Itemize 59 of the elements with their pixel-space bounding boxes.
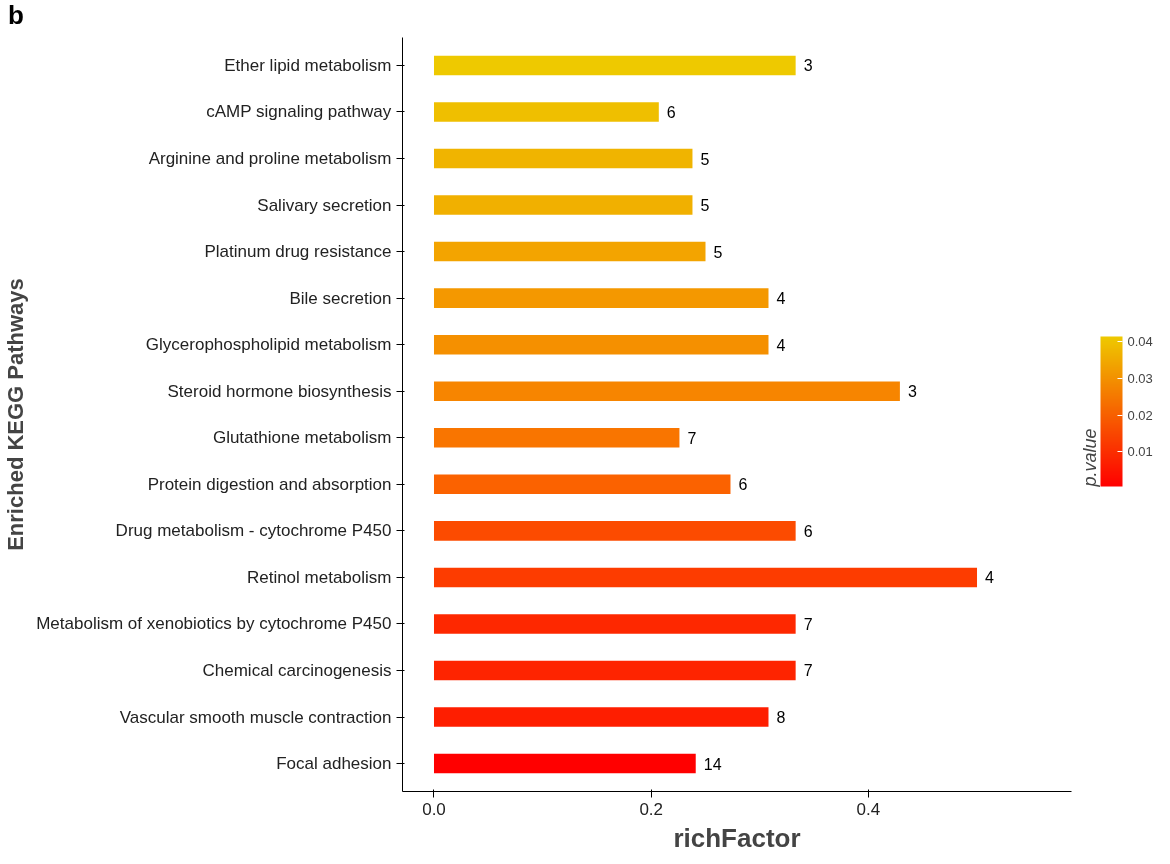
bar bbox=[434, 334, 769, 355]
annotation: 4 bbox=[776, 290, 786, 308]
color-bar-title: p.value bbox=[1079, 428, 1100, 488]
annotation: 6 bbox=[738, 476, 748, 494]
bar bbox=[434, 521, 796, 541]
bar bbox=[434, 753, 696, 774]
bar bbox=[434, 660, 796, 681]
bar bbox=[434, 148, 693, 169]
y-tick-label: Steroid hormone biosynthesis bbox=[167, 381, 392, 401]
bar bbox=[434, 241, 706, 262]
color-bar-label: 0.04 bbox=[1127, 334, 1153, 350]
x-tick-label: 0.2 bbox=[639, 799, 664, 819]
annotation: 5 bbox=[700, 197, 710, 215]
y-tick-label: Drug metabolism - cytochrome P450 bbox=[115, 521, 392, 541]
annotation: 14 bbox=[703, 755, 722, 773]
annotation: 8 bbox=[776, 709, 786, 727]
y-tick-label: Bile secretion bbox=[289, 288, 392, 308]
y-axis-title: Enriched KEGG Pathways bbox=[3, 278, 29, 551]
annotation: 5 bbox=[713, 243, 723, 261]
y-tick-label: Glutathione metabolism bbox=[212, 428, 392, 448]
bar bbox=[434, 428, 680, 448]
y-tick-label: Ether lipid metabolism bbox=[224, 55, 392, 75]
y-tick-label: Salivary secretion bbox=[257, 195, 392, 215]
annotation: 3 bbox=[907, 383, 917, 401]
color-bar-label: 0.01 bbox=[1127, 444, 1153, 460]
bar bbox=[434, 195, 693, 215]
annotation: 7 bbox=[803, 615, 813, 633]
annotation: 7 bbox=[803, 662, 813, 680]
color-bar-label: 0.02 bbox=[1127, 407, 1153, 423]
y-tick-label: Chemical carcinogenesis bbox=[202, 660, 392, 680]
x-tick-label: 0.0 bbox=[422, 799, 446, 819]
y-tick-label: Glycerophospholipid metabolism bbox=[145, 335, 392, 355]
annotation: 5 bbox=[700, 150, 710, 168]
annotation: 3 bbox=[803, 57, 813, 75]
y-tick-label: cAMP signaling pathway bbox=[206, 102, 392, 122]
y-tick-label: Metabolism of xenobiotics by cytochrome P450 bbox=[36, 614, 392, 634]
bar bbox=[434, 474, 731, 495]
x-tick-label: 0.4 bbox=[856, 799, 881, 819]
bar bbox=[434, 707, 769, 727]
annotation: 6 bbox=[666, 103, 676, 121]
y-tick-label: Arginine and proline metabolism bbox=[148, 149, 392, 169]
y-tick-label: Vascular smooth muscle contraction bbox=[119, 707, 392, 727]
annotation: 6 bbox=[803, 522, 813, 540]
text: b bbox=[8, 0, 24, 30]
y-tick-label: Focal adhesion bbox=[276, 754, 392, 774]
annotation: 4 bbox=[985, 569, 995, 587]
y-tick-label: Platinum drug resistance bbox=[204, 242, 392, 262]
bar bbox=[434, 614, 796, 634]
bar bbox=[434, 567, 978, 588]
y-tick-label: Retinol metabolism bbox=[246, 567, 392, 587]
annotation: 4 bbox=[776, 336, 786, 354]
color-bar-label: 0.03 bbox=[1127, 371, 1153, 387]
x-axis-title: richFactor bbox=[673, 822, 801, 853]
y-tick-label: Protein digestion and absorption bbox=[147, 474, 392, 494]
bar bbox=[434, 381, 900, 401]
bar bbox=[434, 288, 769, 308]
bar bbox=[434, 102, 659, 122]
bar bbox=[434, 55, 796, 76]
annotation: 7 bbox=[687, 429, 697, 447]
